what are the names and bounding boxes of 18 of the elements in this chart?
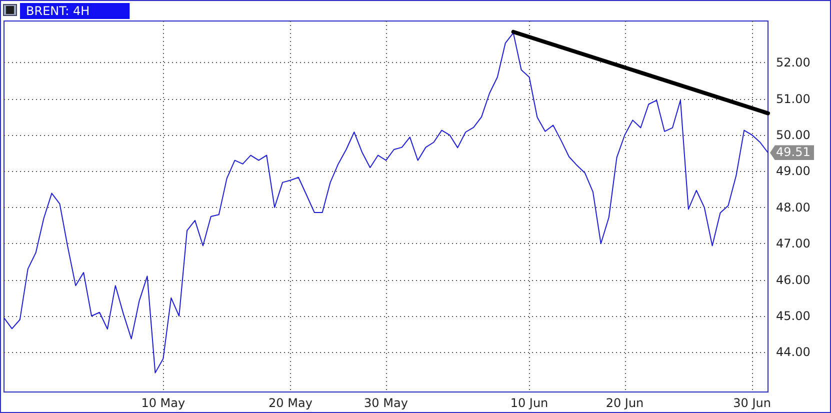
y-tick-label: 50.00 [776,128,810,142]
x-tick-label: 30 May [364,396,408,410]
text: 49.51 [770,145,814,160]
y-tick-label: 48.00 [776,200,810,214]
x-tick-label: 20 Jun [606,396,644,410]
y-tick-label: 47.00 [776,236,810,251]
y-tick-label: 49.00 [776,164,810,178]
x-tick-label: 10 Jun [510,396,548,410]
y-tick-label: 44.00 [776,345,810,360]
line-series [4,32,768,374]
x-tick-label: 20 May [268,396,312,410]
y-tick-label: 45.00 [776,308,810,323]
y-tick-label: 46.00 [776,272,810,287]
x-tick-label: 10 May [141,396,186,410]
x-tick-label: 30 Jun [733,396,772,410]
chart-title: BRENT: 4H [26,4,90,18]
y-tick-label: 52.00 [776,56,810,70]
y-tick-label: 51.00 [776,92,810,106]
